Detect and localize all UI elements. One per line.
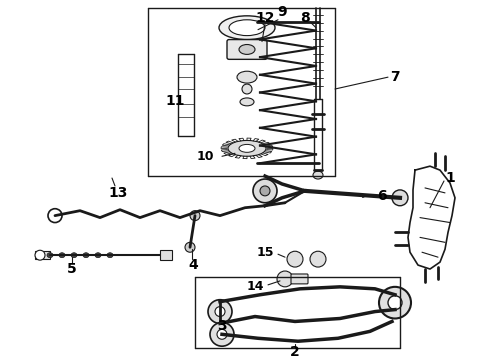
- Text: 7: 7: [390, 70, 400, 84]
- Text: 14: 14: [246, 280, 264, 293]
- Ellipse shape: [185, 242, 195, 252]
- Ellipse shape: [277, 271, 293, 287]
- Text: 1: 1: [445, 171, 455, 185]
- Ellipse shape: [310, 251, 326, 267]
- Text: 4: 4: [188, 258, 198, 272]
- Ellipse shape: [287, 251, 303, 267]
- FancyBboxPatch shape: [291, 274, 308, 284]
- Ellipse shape: [379, 287, 411, 319]
- Text: 3: 3: [217, 319, 227, 333]
- Text: 6: 6: [377, 189, 387, 203]
- Ellipse shape: [107, 253, 113, 258]
- Ellipse shape: [239, 45, 255, 54]
- Ellipse shape: [253, 179, 277, 203]
- Text: 8: 8: [300, 11, 310, 25]
- Ellipse shape: [313, 171, 323, 179]
- Ellipse shape: [217, 329, 227, 339]
- Bar: [35, 251, 50, 259]
- Ellipse shape: [242, 84, 252, 94]
- Ellipse shape: [71, 253, 77, 258]
- Ellipse shape: [59, 253, 65, 258]
- Ellipse shape: [215, 307, 225, 316]
- Ellipse shape: [237, 71, 257, 83]
- Ellipse shape: [239, 144, 255, 152]
- Ellipse shape: [228, 140, 266, 156]
- Ellipse shape: [83, 253, 89, 258]
- Ellipse shape: [208, 300, 232, 323]
- Bar: [160, 250, 172, 260]
- Ellipse shape: [229, 20, 265, 36]
- Text: 15: 15: [256, 246, 274, 259]
- Ellipse shape: [219, 16, 275, 40]
- Ellipse shape: [392, 190, 408, 206]
- Ellipse shape: [48, 209, 62, 222]
- Text: 12: 12: [255, 11, 275, 25]
- Text: 11: 11: [165, 94, 185, 108]
- Text: 2: 2: [290, 345, 300, 359]
- Text: 10: 10: [196, 150, 214, 163]
- Ellipse shape: [260, 186, 270, 196]
- Ellipse shape: [35, 250, 45, 260]
- Ellipse shape: [388, 296, 402, 310]
- Ellipse shape: [210, 323, 234, 346]
- Ellipse shape: [47, 253, 53, 258]
- Text: 5: 5: [67, 262, 77, 276]
- FancyBboxPatch shape: [227, 40, 267, 59]
- Ellipse shape: [95, 253, 101, 258]
- Text: 13: 13: [108, 186, 128, 200]
- Ellipse shape: [190, 211, 200, 221]
- Text: 9: 9: [277, 5, 287, 19]
- Ellipse shape: [240, 98, 254, 106]
